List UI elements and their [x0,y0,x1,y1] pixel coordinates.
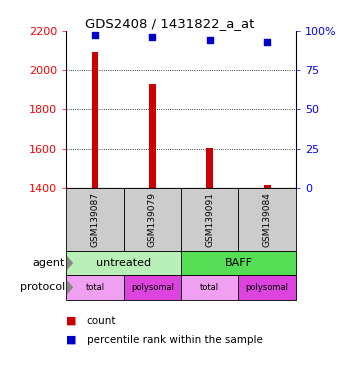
Text: count: count [87,316,116,326]
Text: agent: agent [33,258,65,268]
Bar [66,275,124,300]
Bar [181,251,296,275]
Text: GDS2408 / 1431822_a_at: GDS2408 / 1431822_a_at [85,17,255,30]
Bar [238,188,296,251]
Text: BAFF: BAFF [224,258,252,268]
Point [92,32,98,38]
Point [207,37,212,43]
Bar [66,251,181,275]
Text: total: total [85,283,105,292]
Text: GSM139087: GSM139087 [90,192,100,247]
Text: ■: ■ [66,335,77,345]
Text: untreated: untreated [96,258,151,268]
Text: GSM139091: GSM139091 [205,192,214,247]
Polygon shape [67,280,73,295]
Point [265,39,270,45]
Bar [181,275,238,300]
Bar [124,275,181,300]
Bar [238,275,296,300]
Bar [181,188,238,251]
Text: GSM139084: GSM139084 [262,192,272,247]
Bar [66,188,124,251]
Bar [124,188,181,251]
Bar [206,148,213,188]
Text: polysomal: polysomal [245,283,289,292]
Text: percentile rank within the sample: percentile rank within the sample [87,335,262,345]
Bar [264,185,271,188]
Text: protocol: protocol [20,282,65,292]
Bar [91,52,99,188]
Text: GSM139079: GSM139079 [148,192,157,247]
Text: polysomal: polysomal [131,283,174,292]
Text: total: total [200,283,219,292]
Point [150,34,155,40]
Bar [149,84,156,188]
Text: ■: ■ [66,316,77,326]
Polygon shape [67,256,73,270]
